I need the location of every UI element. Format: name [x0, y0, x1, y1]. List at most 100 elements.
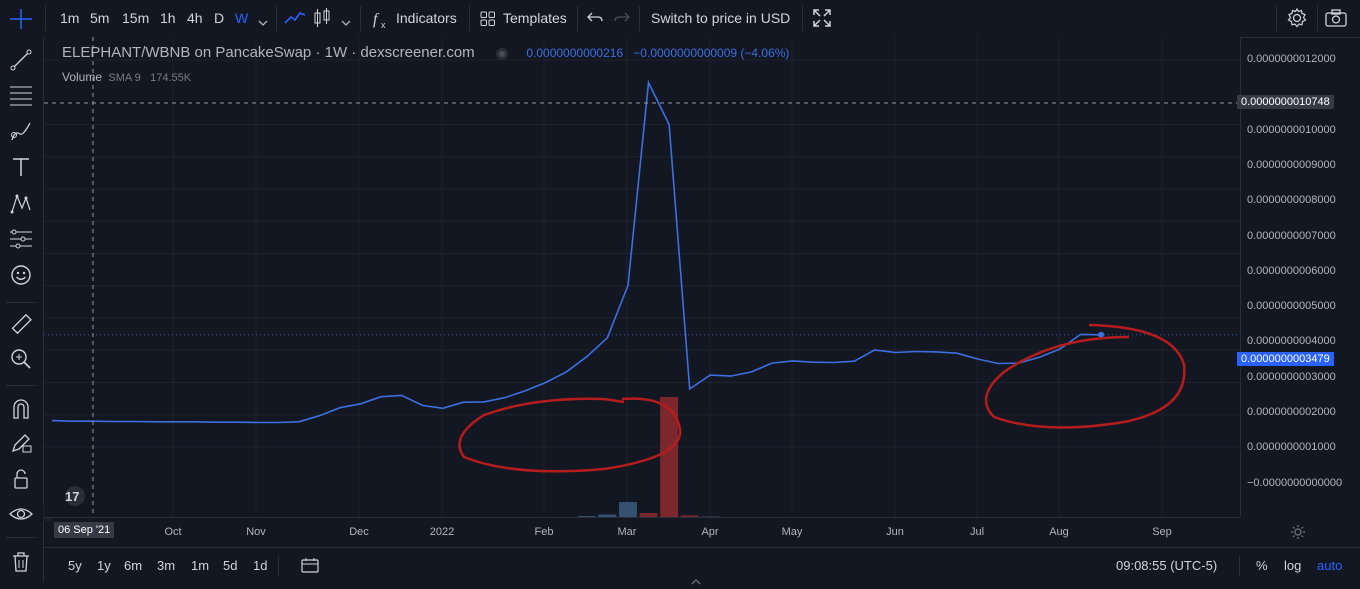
volume-bar	[701, 516, 720, 517]
price-tick: 0.0000000010000	[1247, 124, 1336, 136]
toolbar-divider	[278, 556, 279, 576]
toolbar-divider	[802, 6, 803, 31]
toolbar-divider	[577, 6, 578, 31]
indicators-button[interactable]: Indicators	[396, 10, 457, 26]
line-chart-type-icon[interactable]	[284, 9, 306, 32]
source-dot-icon[interactable]	[480, 47, 509, 61]
price-tick: 0.0000000007000	[1247, 230, 1336, 242]
toolbar-divider	[276, 6, 277, 31]
price-tick: 0.0000000004000	[1247, 335, 1336, 347]
legend-change: −0.0000000000009 (−4.06%)	[633, 46, 790, 60]
volume-bar	[680, 515, 699, 517]
toolbar-divider	[1317, 6, 1318, 31]
toolbar-divider	[6, 385, 36, 386]
price-tick: 0.0000000002000	[1247, 406, 1336, 418]
toolbar-divider	[6, 537, 36, 538]
price-tick: 0.0000000008000	[1247, 194, 1336, 206]
time-tick: Jun	[886, 526, 904, 538]
price-chart	[44, 37, 1240, 517]
last-price-dot	[1098, 331, 1105, 338]
volume-bar	[577, 516, 596, 517]
volume-sma-label: SMA 9	[108, 72, 141, 84]
range-1y[interactable]: 1y	[97, 558, 111, 573]
price-tick: 0.0000000003000	[1247, 371, 1336, 383]
svg-text:17: 17	[65, 489, 79, 504]
fullscreen-icon[interactable]	[813, 9, 831, 32]
time-tick: Jul	[969, 526, 985, 538]
log-scale-toggle[interactable]: log	[1284, 558, 1302, 573]
range-5y[interactable]: 5y	[68, 558, 82, 573]
time-tick: Dec	[349, 526, 369, 538]
time-tick: May	[781, 526, 803, 538]
interval-w[interactable]: W	[235, 10, 249, 26]
clock-timezone[interactable]: 09:08:55 (UTC-5)	[1116, 558, 1218, 573]
camera-snapshot-icon[interactable]	[1325, 9, 1347, 32]
volume-bar	[618, 502, 637, 517]
price-tick: 0.0000000001000	[1247, 441, 1336, 453]
horizontal-lines-icon[interactable]	[8, 82, 34, 108]
annotation-circle	[458, 397, 682, 473]
trash-delete-icon[interactable]	[8, 549, 34, 575]
toolbar-divider	[469, 6, 470, 31]
lock-drawings-pencil-icon[interactable]	[8, 430, 34, 456]
interval-1h[interactable]: 1h	[160, 10, 176, 26]
interval-d[interactable]: D	[214, 10, 225, 26]
switch-price-usd-button[interactable]: Switch to price in USD	[651, 10, 791, 26]
time-tick: Feb	[534, 526, 554, 538]
range-6m[interactable]: 6m	[124, 558, 143, 573]
templates-button[interactable]: Templates	[503, 10, 567, 26]
crosshair-date-label: 06 Sep '21	[54, 522, 115, 538]
magnet-icon[interactable]	[8, 396, 34, 422]
chart-pane[interactable]	[44, 37, 1240, 517]
timezone-settings-icon[interactable]	[1290, 524, 1306, 545]
volume-label: Volume	[62, 70, 103, 84]
chart-legend: ELEPHANT/WBNB on PancakeSwap · 1W · dexs…	[62, 44, 789, 61]
drawing-toolbar	[0, 37, 44, 582]
settings-gear-icon[interactable]	[1287, 7, 1307, 33]
candles-chart-type-icon[interactable]	[313, 8, 331, 33]
emoji-smiley-icon[interactable]	[8, 262, 34, 288]
zoom-in-icon[interactable]	[8, 346, 34, 372]
templates-grid-icon[interactable]	[480, 11, 496, 32]
interval-15m[interactable]: 15m	[122, 10, 150, 26]
toolbar-divider	[6, 302, 36, 303]
lock-icon[interactable]	[8, 466, 34, 492]
svg-text:x: x	[381, 20, 386, 29]
chevron-down-icon[interactable]	[341, 14, 351, 32]
redo-icon[interactable]	[614, 11, 630, 30]
toolbar-divider	[1239, 556, 1240, 576]
volume-bar	[639, 513, 658, 517]
range-1m[interactable]: 1m	[191, 558, 210, 573]
eye-visibility-icon[interactable]	[8, 501, 34, 527]
undo-icon[interactable]	[587, 11, 603, 30]
annotation-circle	[984, 323, 1186, 429]
chevron-down-icon[interactable]	[258, 14, 268, 32]
prediction-tool-icon[interactable]	[8, 226, 34, 252]
volume-bar	[598, 514, 617, 517]
brush-icon[interactable]	[8, 118, 34, 144]
range-1d[interactable]: 1d	[253, 558, 268, 573]
interval-1m[interactable]: 1m	[60, 10, 80, 26]
range-5d[interactable]: 5d	[223, 558, 238, 573]
pattern-tool-icon[interactable]	[8, 190, 34, 216]
auto-scale-toggle[interactable]: auto	[1317, 558, 1343, 573]
interval-4h[interactable]: 4h	[187, 10, 203, 26]
toolbar-divider	[360, 6, 361, 31]
bottom-toolbar: 5y 1y 6m 3m 1m 5d 1d 09:08:55 (UTC-5) % …	[44, 547, 1360, 585]
text-tool-icon[interactable]	[8, 154, 34, 180]
price-scale[interactable]: 0.0000000012000 0.0000000010000 0.000000…	[1237, 37, 1360, 517]
percent-scale-toggle[interactable]: %	[1256, 558, 1268, 573]
trend-line-icon[interactable]	[8, 47, 34, 73]
interval-5m[interactable]: 5m	[90, 10, 110, 26]
range-3m[interactable]: 3m	[157, 558, 176, 573]
date-range-calendar-icon[interactable]	[301, 557, 319, 576]
price-tick: 0.0000000009000	[1247, 159, 1336, 171]
time-scale[interactable]: 06 Sep '21 Oct Nov Dec 2022 Feb Mar Apr …	[44, 517, 1240, 547]
tradingview-logo-icon[interactable]: 17	[60, 485, 90, 512]
ruler-measure-icon[interactable]	[8, 311, 34, 337]
crosshair-logo-icon[interactable]	[10, 9, 32, 34]
price-tick: 0.0000000006000	[1247, 265, 1336, 277]
last-price-label: 0.0000000003479	[1237, 352, 1334, 366]
volume-bar	[660, 397, 679, 517]
